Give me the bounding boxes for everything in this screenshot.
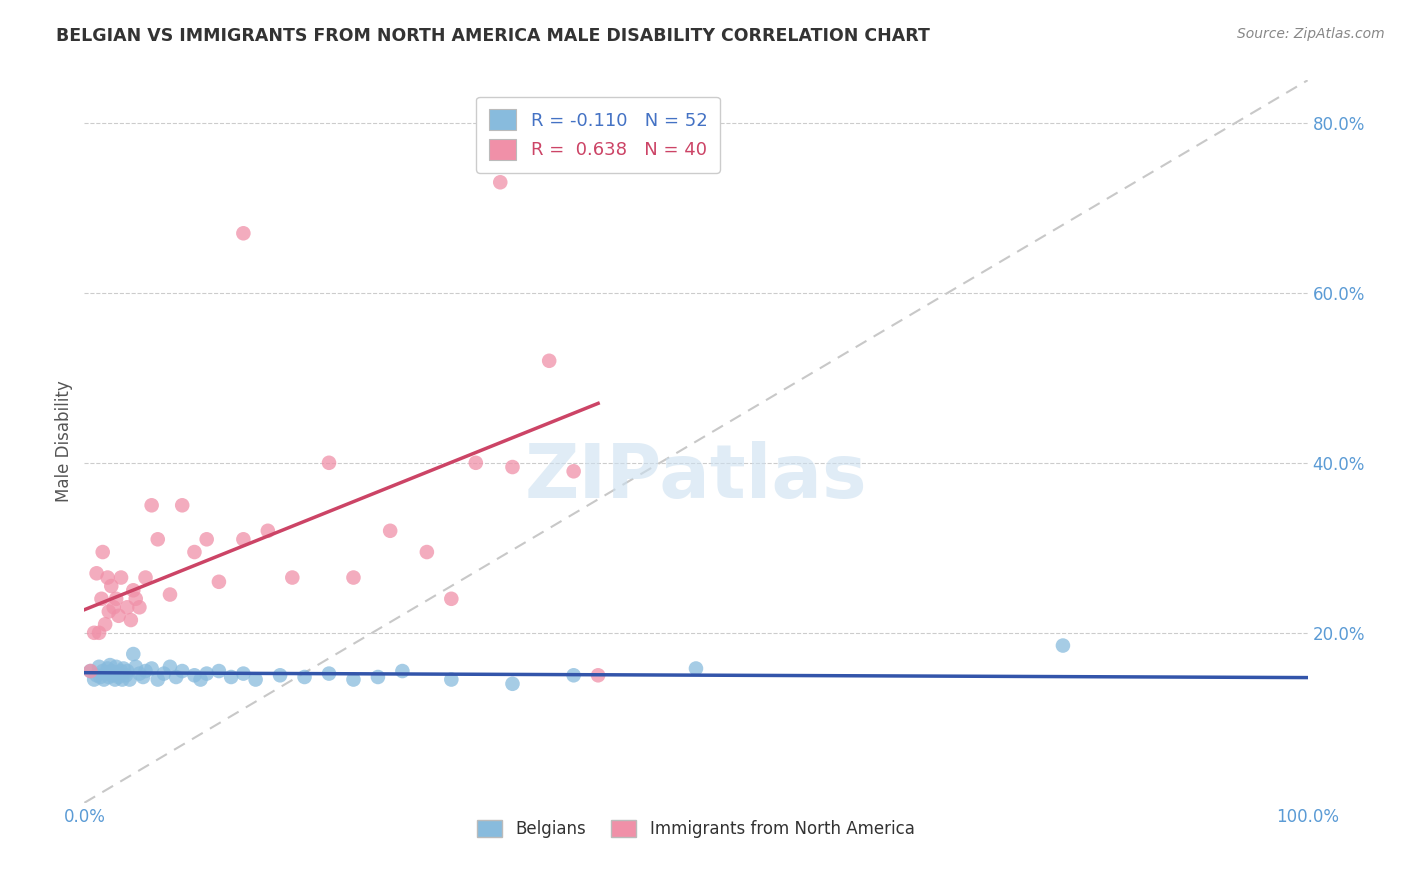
Point (87, 625, 110, 640)
Point (83, 625, 105, 640)
Point (219, 670, 242, 684)
Point (89, 670, 111, 684)
Point (91, 664, 114, 678)
Point (464, 456, 486, 470)
Point (195, 666, 218, 681)
Point (232, 533, 254, 547)
Point (195, 533, 218, 547)
Legend: Belgians, Immigrants from North America: Belgians, Immigrants from North America (471, 814, 921, 845)
Point (440, 591, 463, 606)
Point (118, 673, 141, 687)
Point (86, 566, 108, 581)
Point (93, 673, 115, 687)
Point (342, 673, 364, 687)
Point (98, 658, 121, 673)
Point (103, 600, 125, 615)
Point (97, 570, 120, 584)
Point (391, 664, 413, 678)
Point (97, 661, 120, 675)
Point (128, 666, 150, 681)
Point (141, 498, 163, 512)
Point (105, 666, 128, 681)
Text: Source: ZipAtlas.com: Source: ZipAtlas.com (1237, 27, 1385, 41)
Point (208, 664, 231, 678)
Point (101, 668, 124, 682)
Point (79, 664, 101, 678)
Point (367, 670, 389, 684)
Point (111, 673, 134, 687)
Point (115, 600, 138, 615)
Point (159, 660, 181, 674)
Point (318, 456, 340, 470)
Point (172, 664, 194, 678)
Point (1052, 639, 1074, 653)
Y-axis label: Male Disability: Male Disability (55, 381, 73, 502)
Point (110, 570, 132, 584)
Point (91, 545, 114, 559)
Point (87, 660, 110, 674)
Point (135, 570, 157, 584)
Point (79, 664, 101, 678)
Point (208, 574, 231, 589)
Point (96, 666, 118, 681)
Point (125, 660, 148, 674)
Point (232, 227, 254, 241)
Text: ZIPatlas: ZIPatlas (524, 442, 868, 514)
Point (146, 673, 169, 687)
Point (110, 664, 132, 678)
Point (294, 670, 316, 684)
Point (94, 617, 117, 632)
Point (97, 605, 120, 619)
Point (141, 661, 163, 675)
Point (440, 673, 463, 687)
Point (538, 353, 561, 368)
Point (112, 661, 135, 675)
Point (172, 498, 194, 512)
Point (685, 661, 707, 675)
Point (86, 668, 108, 682)
Point (107, 670, 129, 684)
Point (135, 664, 157, 678)
Point (128, 600, 150, 615)
Point (104, 673, 127, 687)
Point (183, 668, 205, 682)
Point (83, 673, 105, 687)
Point (146, 533, 169, 547)
Point (416, 545, 439, 559)
Point (132, 670, 155, 684)
Point (502, 677, 524, 691)
Point (380, 524, 402, 538)
Point (489, 175, 512, 189)
Point (105, 591, 128, 606)
Point (159, 588, 181, 602)
Point (586, 668, 609, 682)
Point (100, 664, 122, 678)
Point (97, 670, 120, 684)
Point (562, 668, 585, 682)
Point (105, 660, 128, 674)
Point (281, 570, 304, 584)
Point (107, 608, 129, 623)
Point (269, 668, 291, 682)
Point (562, 464, 585, 478)
Point (245, 673, 267, 687)
Point (122, 647, 145, 661)
Point (318, 666, 340, 681)
Point (257, 524, 280, 538)
Text: BELGIAN VS IMMIGRANTS FROM NORTH AMERICA MALE DISABILITY CORRELATION CHART: BELGIAN VS IMMIGRANTS FROM NORTH AMERICA… (56, 27, 931, 45)
Point (122, 583, 145, 598)
Point (232, 666, 254, 681)
Point (190, 673, 212, 687)
Point (165, 670, 187, 684)
Point (100, 579, 122, 593)
Point (115, 664, 138, 678)
Point (183, 545, 205, 559)
Point (115, 668, 138, 682)
Point (153, 666, 176, 681)
Point (125, 591, 148, 606)
Point (120, 613, 142, 627)
Point (90, 591, 112, 606)
Point (342, 570, 364, 584)
Point (502, 460, 524, 475)
